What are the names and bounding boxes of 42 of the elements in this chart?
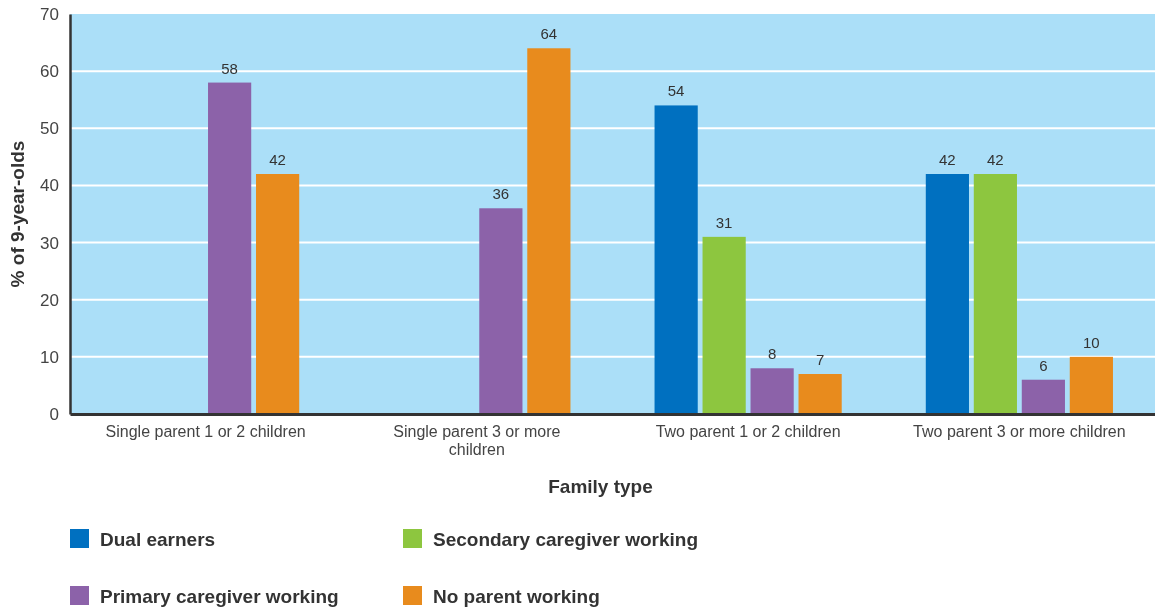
y-axis-title: % of 9-year-olds	[7, 140, 28, 288]
bar	[654, 105, 698, 414]
bar	[973, 174, 1017, 414]
bar	[925, 174, 969, 414]
bar	[208, 82, 252, 414]
data-label: 54	[667, 82, 685, 100]
data-label: 58	[221, 59, 238, 77]
x-tick-label: Two parent 3 or more children	[913, 423, 1126, 441]
bar	[527, 48, 571, 414]
y-tick-label: 10	[40, 347, 59, 367]
data-label: 31	[715, 213, 733, 231]
bar	[702, 236, 746, 414]
y-tick-label: 0	[49, 404, 59, 424]
legend-label: Secondary caregiver working	[433, 529, 699, 550]
x-tick-label: Two parent 1 or 2 children	[655, 423, 841, 441]
y-tick-label: 30	[40, 233, 59, 253]
data-label: 42	[269, 151, 286, 168]
bar	[1069, 356, 1113, 414]
x-tick-label: Single parent 1 or 2 children	[105, 423, 306, 441]
data-label: 10	[1083, 333, 1100, 351]
y-tick-label: 60	[40, 62, 59, 82]
data-label: 8	[767, 345, 777, 363]
y-tick-label: 20	[40, 290, 59, 310]
bar	[1021, 379, 1065, 414]
bar	[479, 208, 523, 414]
data-label: 36	[492, 185, 510, 203]
legend-label: Primary caregiver working	[100, 586, 339, 607]
data-label: 42	[939, 151, 956, 168]
y-tick-label: 70	[40, 4, 59, 24]
bar	[798, 374, 842, 414]
data-label: 64	[540, 25, 558, 43]
legend-label: Dual earners	[100, 529, 216, 550]
data-label: 42	[987, 151, 1004, 168]
y-tick-label: 40	[40, 176, 59, 196]
bar	[256, 174, 300, 414]
x-axis-title: Family type	[548, 476, 653, 497]
legend-label: No parent working	[433, 586, 600, 607]
y-tick-label: 50	[40, 119, 59, 139]
data-label: 6	[1039, 356, 1048, 374]
data-label: 7	[815, 351, 825, 368]
bar	[750, 368, 794, 414]
x-tick-label: Single parent 3 or more children	[393, 423, 561, 458]
